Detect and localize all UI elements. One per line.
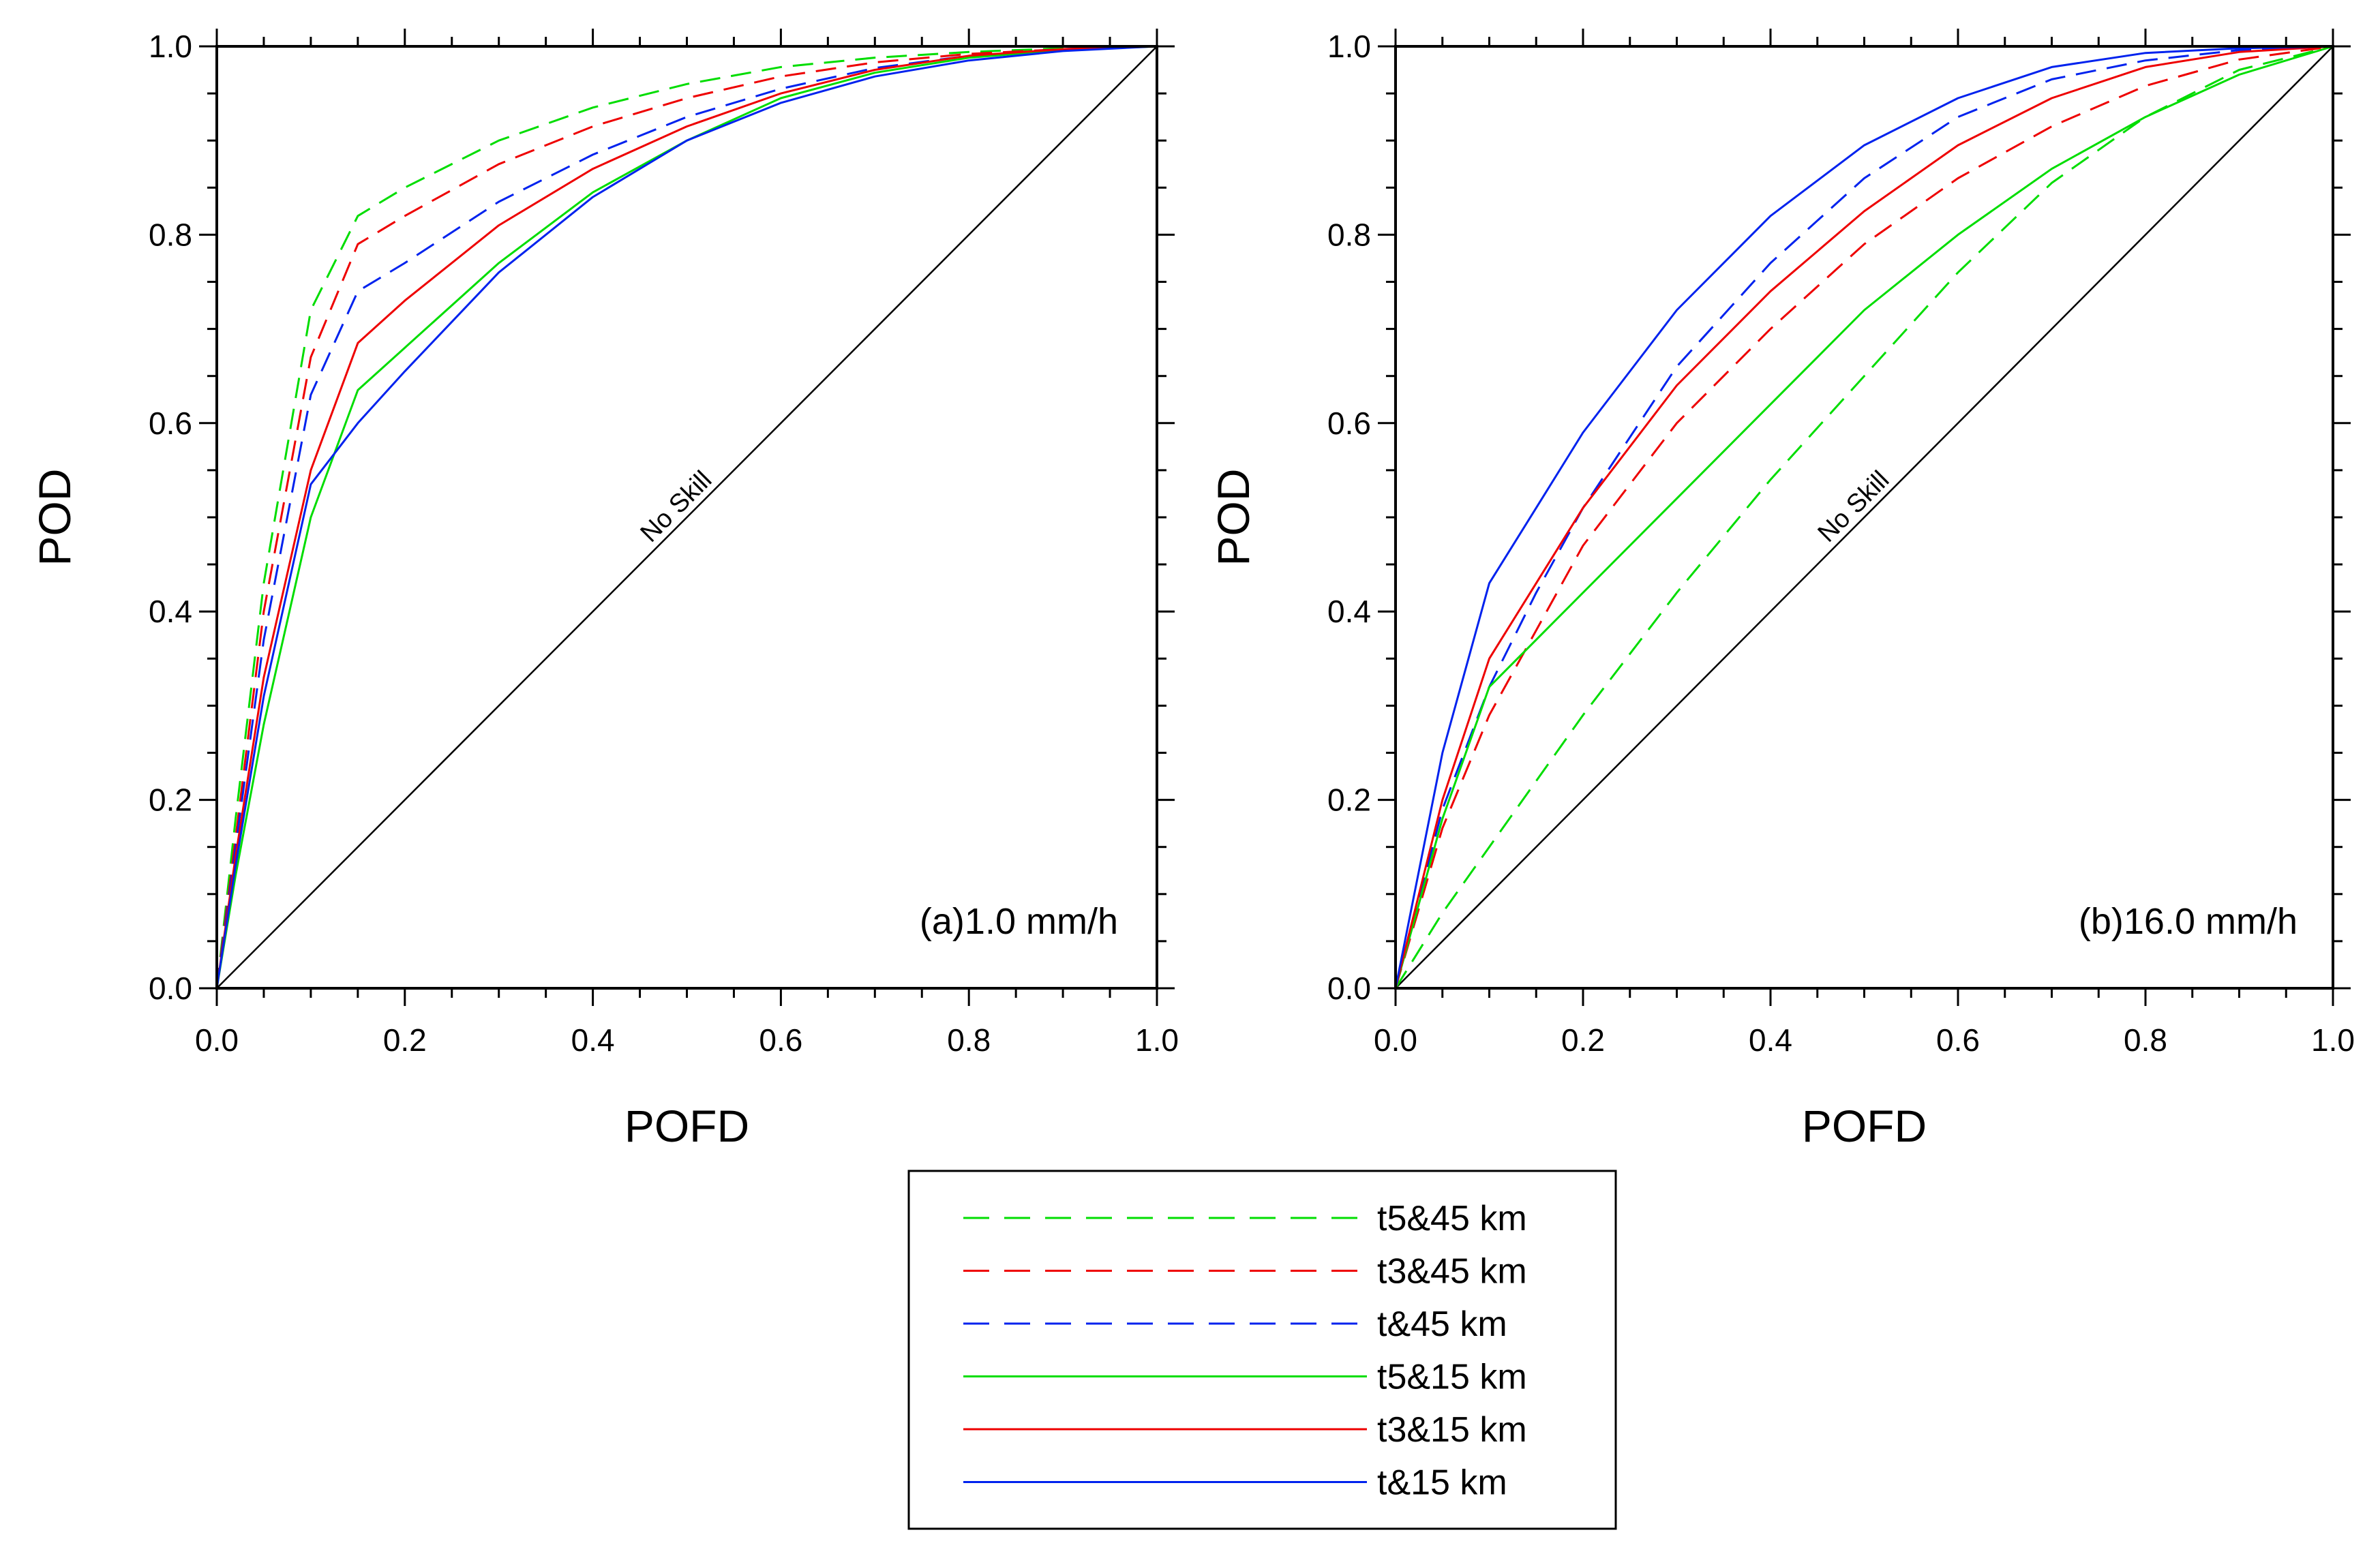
panel-label: (b)16.0 mm/h — [2079, 901, 2298, 942]
series-line-t5-45-km — [215, 45, 1158, 989]
series-line-t3-45-km — [215, 45, 1158, 989]
x-tick-label: 0.8 — [2124, 1022, 2167, 1058]
series-line-t3-15-km — [1394, 45, 2334, 989]
legend-label: t3&15 km — [1377, 1410, 1527, 1450]
y-tick-label: 0.2 — [1327, 782, 1371, 818]
series-line-t3-45-km — [1394, 45, 2334, 989]
x-tick-label: 0.0 — [1374, 1022, 1417, 1058]
x-tick-label: 0.0 — [195, 1022, 239, 1058]
y-tick-label: 0.8 — [1327, 217, 1371, 252]
legend-label: t5&45 km — [1377, 1199, 1527, 1238]
y-tick-label: 0.6 — [149, 406, 192, 441]
legend: t5&45 km t3&45 km t&45 km t5&15 km t3&15 km t… — [907, 1170, 1617, 1530]
no-skill-line — [1395, 46, 2334, 989]
no-skill-line — [216, 46, 1158, 989]
y-tick-label: 0.4 — [149, 594, 192, 629]
y-tick-label: 0.8 — [149, 217, 192, 252]
series-line-t5-15-km — [1394, 45, 2334, 989]
x-axis-title: POFD — [1802, 1101, 1927, 1151]
series-line-t-15-km — [215, 45, 1158, 989]
legend-label: t3&45 km — [1377, 1252, 1527, 1292]
x-tick-label: 0.2 — [383, 1022, 427, 1058]
y-tick-label: 0.0 — [1327, 971, 1371, 1006]
panel-label: (a)1.0 mm/h — [920, 901, 1118, 942]
x-tick-label: 1.0 — [1135, 1022, 1179, 1058]
y-tick-label: 0.4 — [1327, 594, 1371, 629]
x-tick-label: 0.4 — [1749, 1022, 1792, 1058]
series-line-t5-15-km — [215, 45, 1158, 989]
legend-box — [907, 1170, 1617, 1530]
y-tick-label: 1.0 — [1327, 29, 1371, 64]
x-tick-label: 0.2 — [1561, 1022, 1605, 1058]
x-tick-label: 0.8 — [947, 1022, 991, 1058]
series-line-t-15-km — [1394, 45, 2334, 989]
y-tick-label: 0.0 — [149, 971, 192, 1006]
legend-label: t&15 km — [1377, 1463, 1507, 1503]
legend-label: t&45 km — [1377, 1304, 1507, 1344]
x-tick-label: 1.0 — [2311, 1022, 2355, 1058]
y-tick-label: 1.0 — [149, 29, 192, 64]
y-axis-title: POD — [1208, 468, 1259, 566]
legend-label: t5&15 km — [1377, 1358, 1527, 1397]
x-tick-label: 0.6 — [1936, 1022, 1980, 1058]
series-line-t3-15-km — [215, 45, 1158, 989]
x-axis-title: POFD — [624, 1101, 749, 1151]
x-tick-label: 0.4 — [571, 1022, 615, 1058]
x-tick-label: 0.6 — [759, 1022, 802, 1058]
y-tick-label: 0.6 — [1327, 406, 1371, 441]
y-axis-title: POD — [29, 468, 80, 566]
y-tick-label: 0.2 — [149, 782, 192, 818]
